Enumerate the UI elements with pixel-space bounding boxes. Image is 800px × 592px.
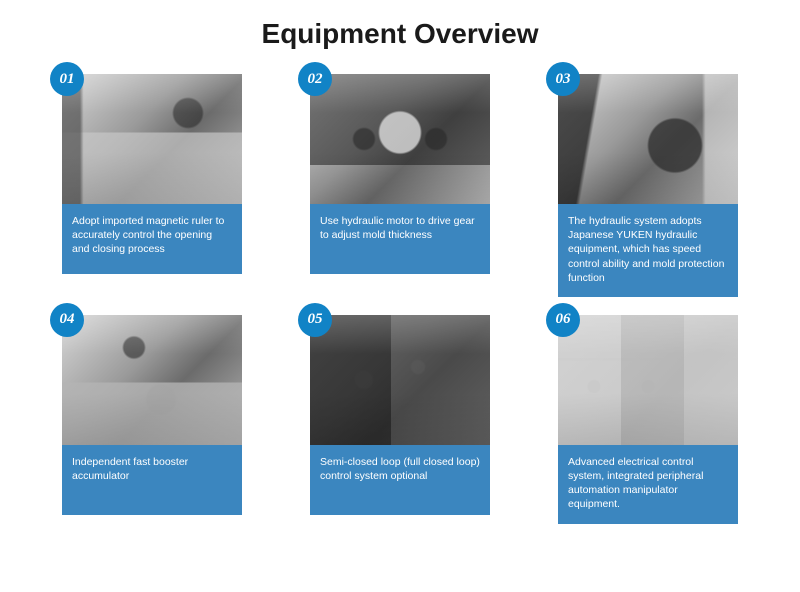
feature-card: 02 Use hydraulic motor to drive gear to … [310, 74, 490, 297]
page-title: Equipment Overview [0, 0, 800, 74]
feature-card: 06 Advanced electrical control system, i… [558, 315, 738, 524]
equipment-photo [310, 74, 490, 204]
feature-caption: The hydraulic system adopts Japanese YUK… [558, 204, 738, 297]
number-badge: 01 [50, 62, 84, 96]
number-badge: 05 [298, 303, 332, 337]
number-badge: 06 [546, 303, 580, 337]
feature-card: 04 Independent fast booster accumulator [62, 315, 242, 524]
equipment-photo [62, 74, 242, 204]
feature-caption: Independent fast booster accumulator [62, 445, 242, 515]
feature-card: 03 The hydraulic system adopts Japanese … [558, 74, 738, 297]
number-badge: 03 [546, 62, 580, 96]
equipment-photo [558, 74, 738, 204]
feature-card: 01 Adopt imported magnetic ruler to accu… [62, 74, 242, 297]
feature-caption: Adopt imported magnetic ruler to accurat… [62, 204, 242, 274]
feature-card: 05 Semi-closed loop (full closed loop) c… [310, 315, 490, 524]
number-badge: 04 [50, 303, 84, 337]
equipment-photo [62, 315, 242, 445]
card-grid: 01 Adopt imported magnetic ruler to accu… [0, 74, 800, 524]
number-badge: 02 [298, 62, 332, 96]
feature-caption: Semi-closed loop (full closed loop) cont… [310, 445, 490, 515]
equipment-photo [558, 315, 738, 445]
feature-caption: Use hydraulic motor to drive gear to adj… [310, 204, 490, 274]
equipment-photo [310, 315, 490, 445]
feature-caption: Advanced electrical control system, inte… [558, 445, 738, 524]
